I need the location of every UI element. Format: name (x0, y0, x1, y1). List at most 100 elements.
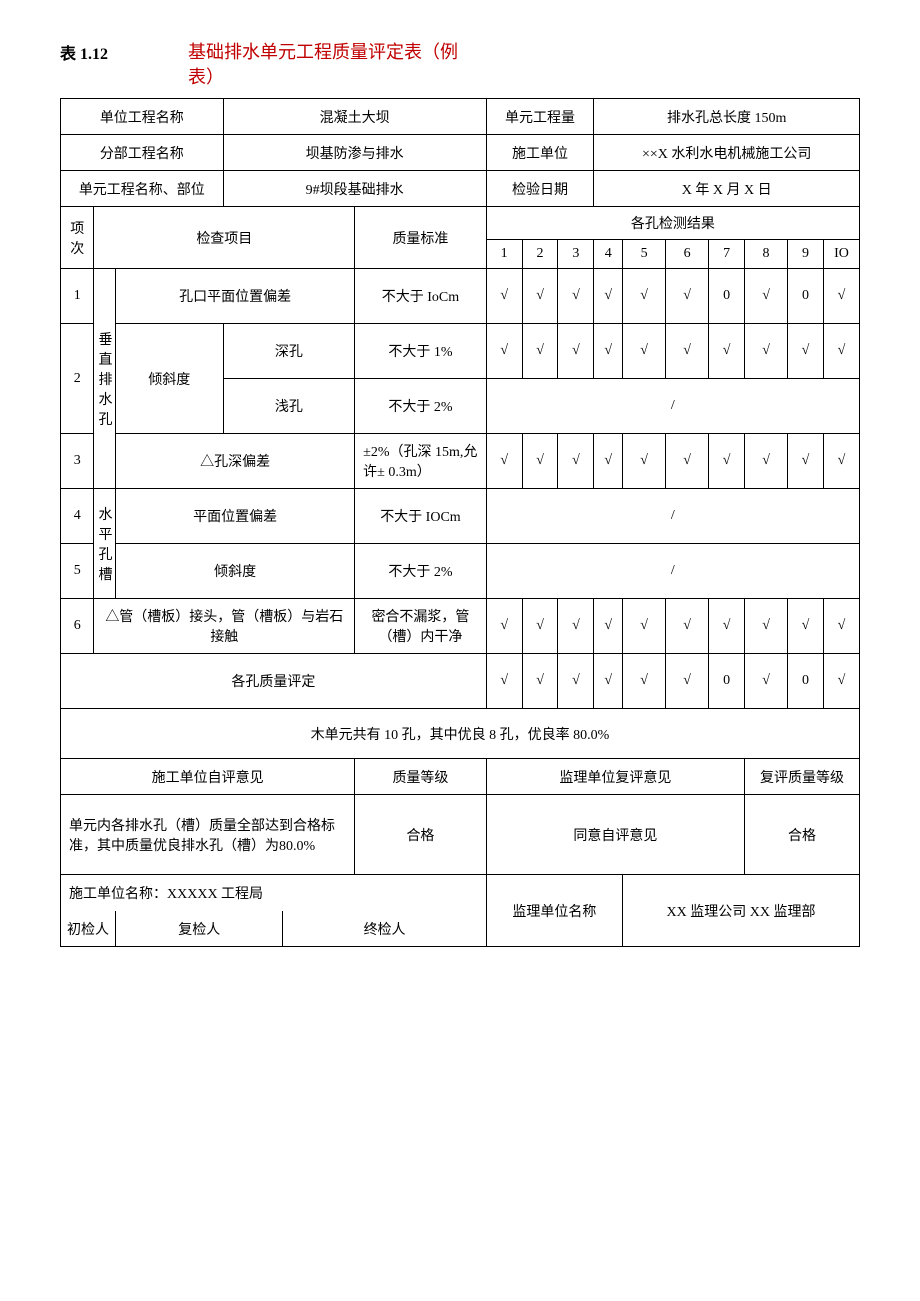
r1-2: √ (522, 269, 558, 324)
review-opinion-label: 监理单位复评意见 (486, 759, 744, 795)
hq-5: √ (623, 654, 666, 709)
r3-4: √ (594, 434, 623, 489)
element-name: 9#坝段基础排水 (223, 171, 486, 207)
supervisor-name: XX 监理公司 XX 监理部 (623, 875, 860, 947)
r3-2: √ (522, 434, 558, 489)
supervisor-name-label: 监理单位名称 (486, 875, 622, 947)
unit-project-qty: 排水孔总长度 150m (594, 99, 860, 135)
row5-seq: 5 (61, 544, 94, 599)
r1-1: √ (486, 269, 522, 324)
row5-std: 不大于 2% (355, 544, 487, 599)
row2-item: 倾斜度 (116, 324, 224, 434)
r3-6: √ (666, 434, 709, 489)
summary-text: 木单元共有 10 孔，其中优良 8 孔，优良率 80.0% (61, 709, 860, 759)
r3-3: √ (558, 434, 594, 489)
r5-merged: / (486, 544, 859, 599)
r6-9: √ (788, 599, 824, 654)
r1-10: √ (823, 269, 859, 324)
quality-std-header: 质量标准 (355, 207, 487, 269)
section-name-label: 分部工程名称 (61, 135, 224, 171)
unit-project-name-label: 单位工程名称 (61, 99, 224, 135)
r1-3: √ (558, 269, 594, 324)
element-name-label: 单元工程名称、部位 (61, 171, 224, 207)
review-grade: 合格 (745, 795, 860, 875)
r1-8: √ (745, 269, 788, 324)
row3-std: ±2%（孔深 15m,允许± 0.3m） (355, 434, 487, 489)
unit-project-qty-label: 单元工程量 (486, 99, 594, 135)
r3-1: √ (486, 434, 522, 489)
col-7: 7 (709, 240, 745, 269)
r2b-merged: / (486, 379, 859, 434)
hq-9: 0 (788, 654, 824, 709)
inspect-date: X 年 X 月 X 日 (594, 171, 860, 207)
hq-4: √ (594, 654, 623, 709)
check-item-header: 检查项目 (94, 207, 355, 269)
r3-10: √ (823, 434, 859, 489)
col-5: 5 (623, 240, 666, 269)
quality-grade-label: 质量等级 (355, 759, 487, 795)
review-opinion: 同意自评意见 (486, 795, 744, 875)
re-inspector: 复检人 (116, 911, 283, 947)
r3-5: √ (623, 434, 666, 489)
hq-10: √ (823, 654, 859, 709)
row2-seq: 2 (61, 324, 94, 434)
r1-9: 0 (788, 269, 824, 324)
vertical-group: 垂直排水孔 (94, 269, 116, 489)
hole-quality-label: 各孔质量评定 (61, 654, 487, 709)
row6-seq: 6 (61, 599, 94, 654)
col-10: IO (823, 240, 859, 269)
r2a-6: √ (666, 324, 709, 379)
table-title: 基础排水单元工程质量评定表（例 表） (188, 40, 458, 90)
row2-sub2: 浅孔 (223, 379, 355, 434)
row1-std: 不大于 IoCm (355, 269, 487, 324)
unit-project-name: 混凝土大坝 (223, 99, 486, 135)
r2a-3: √ (558, 324, 594, 379)
row3-seq: 3 (61, 434, 94, 489)
row4-item: 平面位置偏差 (116, 489, 355, 544)
hq-1: √ (486, 654, 522, 709)
hq-7: 0 (709, 654, 745, 709)
row1-item: 孔口平面位置偏差 (116, 269, 355, 324)
r3-7: √ (709, 434, 745, 489)
col-3: 3 (558, 240, 594, 269)
construction-unit: ××X 水利水电机械施工公司 (594, 135, 860, 171)
construction-unit-label: 施工单位 (486, 135, 594, 171)
quality-grade: 合格 (355, 795, 487, 875)
r2a-9: √ (788, 324, 824, 379)
row2-sub1: 深孔 (223, 324, 355, 379)
r4-merged: / (486, 489, 859, 544)
r6-10: √ (823, 599, 859, 654)
r6-1: √ (486, 599, 522, 654)
r2a-8: √ (745, 324, 788, 379)
col-9: 9 (788, 240, 824, 269)
r1-7: 0 (709, 269, 745, 324)
section-name: 坝基防渗与排水 (223, 135, 486, 171)
hq-2: √ (522, 654, 558, 709)
row1-seq: 1 (61, 269, 94, 324)
r6-4: √ (594, 599, 623, 654)
r2a-5: √ (623, 324, 666, 379)
r1-5: √ (623, 269, 666, 324)
inspect-date-label: 检验日期 (486, 171, 594, 207)
row4-std: 不大于 IOCm (355, 489, 487, 544)
r2a-10: √ (823, 324, 859, 379)
evaluation-table: 单位工程名称 混凝土大坝 单元工程量 排水孔总长度 150m 分部工程名称 坝基… (60, 98, 860, 947)
r6-2: √ (522, 599, 558, 654)
construction-name-label: 施工单位名称：XXXXX 工程局 (61, 875, 487, 911)
r6-8: √ (745, 599, 788, 654)
r2a-4: √ (594, 324, 623, 379)
row2-std1: 不大于 1% (355, 324, 487, 379)
col-4: 4 (594, 240, 623, 269)
col-1: 1 (486, 240, 522, 269)
col-6: 6 (666, 240, 709, 269)
r6-3: √ (558, 599, 594, 654)
table-number: 表 1.12 (60, 40, 108, 64)
row6-item: △管（槽板）接头，管（槽板）与岩石接触 (94, 599, 355, 654)
title-line1: 基础排水单元工程质量评定表（例 (188, 42, 458, 62)
row6-std: 密合不漏浆，管（槽）内干净 (355, 599, 487, 654)
row5-item: 倾斜度 (116, 544, 355, 599)
r3-8: √ (745, 434, 788, 489)
r6-7: √ (709, 599, 745, 654)
row2-std2: 不大于 2% (355, 379, 487, 434)
hq-8: √ (745, 654, 788, 709)
